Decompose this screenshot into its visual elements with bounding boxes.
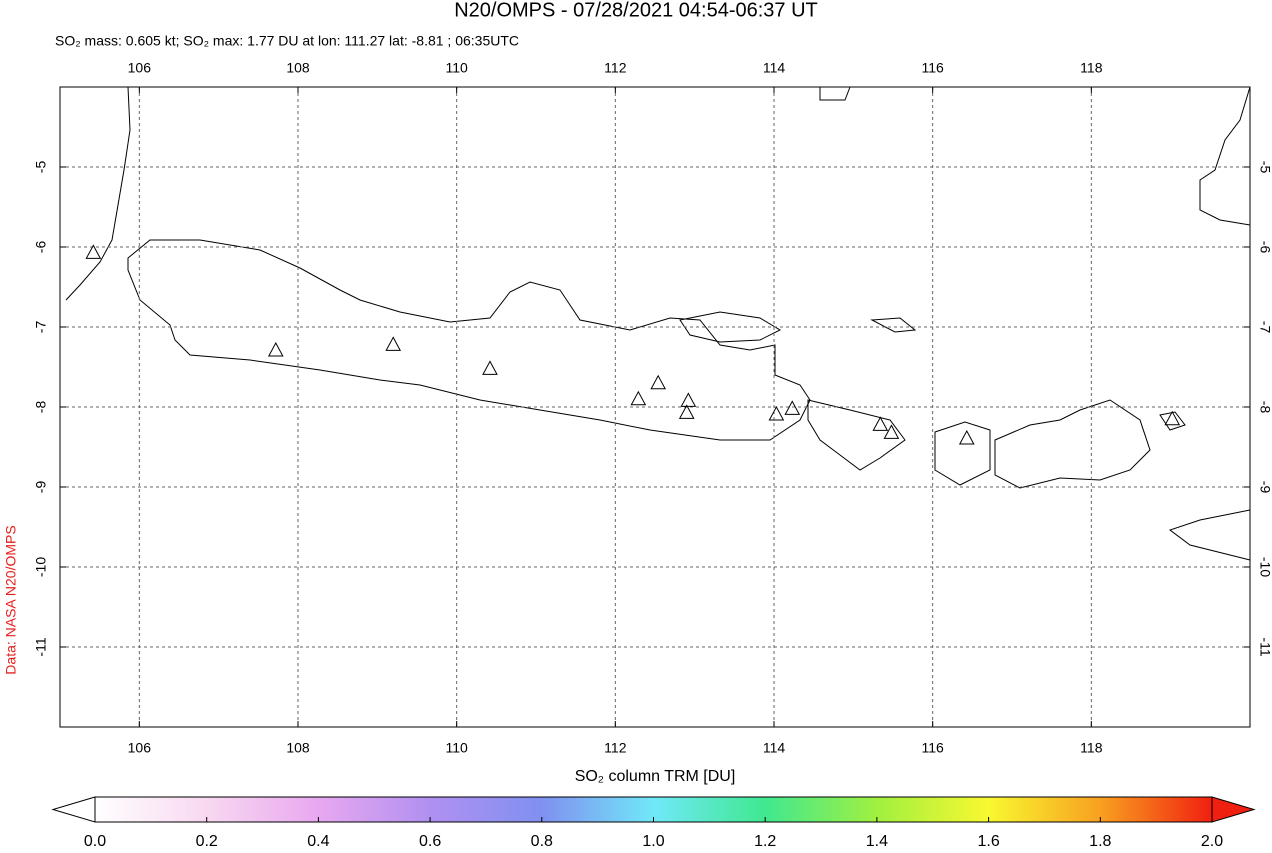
y-tick-label: -6 xyxy=(1257,241,1272,254)
x-tick-label: 108 xyxy=(286,740,310,756)
y-tick-label: -6 xyxy=(33,241,49,254)
colorbar-label: SO₂ column TRM [DU] xyxy=(575,768,736,785)
volcano xyxy=(85,244,102,259)
volcano xyxy=(385,336,402,351)
y-tick-label: -5 xyxy=(33,161,49,174)
colorbar-tick-label: 0.0 xyxy=(84,833,106,850)
y-tick-label: -8 xyxy=(33,401,49,414)
map-frame xyxy=(59,86,1251,728)
y-tick-label: -7 xyxy=(33,321,49,334)
volcano xyxy=(958,429,975,445)
volcano xyxy=(768,405,785,421)
credit: Data: NASA N20/OMPS xyxy=(3,525,19,674)
colorbar-tick-label: 0.8 xyxy=(531,833,553,850)
y-tick-label: -10 xyxy=(1257,557,1272,577)
colorbar-tick-label: 0.4 xyxy=(307,833,329,850)
volcano xyxy=(678,404,695,419)
colorbar-arrow-low xyxy=(51,796,96,823)
volcano xyxy=(482,360,498,375)
x-tick-label: 114 xyxy=(763,740,786,756)
x-tick-label: 110 xyxy=(446,740,469,756)
volcano xyxy=(883,424,900,439)
y-tick-label: -9 xyxy=(1257,481,1272,494)
title: N20/OMPS - 07/28/2021 04:54-06:37 UT xyxy=(454,0,818,21)
y-tick-label: -11 xyxy=(1257,637,1272,656)
colorbar-tick-label: 1.2 xyxy=(754,833,776,850)
volcano xyxy=(680,392,697,407)
colorbar-arrow-high xyxy=(1211,796,1256,823)
volcano xyxy=(267,341,284,357)
x-tick-label: 116 xyxy=(922,60,945,76)
x-tick-label: 114 xyxy=(763,60,786,76)
colorbar-tick-label: 2.0 xyxy=(1201,833,1223,850)
colorbar-tick-label: 1.6 xyxy=(977,833,999,850)
colorbar-tick-label: 1.0 xyxy=(642,833,664,850)
x-tick-label: 118 xyxy=(1080,740,1103,756)
y-tick-label: -8 xyxy=(1257,401,1272,414)
x-tick-label: 108 xyxy=(286,60,310,76)
y-tick-label: -10 xyxy=(33,557,49,577)
x-tick-label: 106 xyxy=(128,60,152,76)
x-tick-label: 118 xyxy=(1080,60,1103,76)
volcano xyxy=(1164,410,1181,426)
x-tick-label: 110 xyxy=(446,60,469,76)
coastlines xyxy=(65,86,1251,561)
volcano xyxy=(650,374,667,390)
colorbar-tick-label: 0.2 xyxy=(196,833,218,850)
x-tick-label: 116 xyxy=(922,740,945,756)
y-tick-label: -7 xyxy=(1257,321,1272,334)
y-tick-label: -5 xyxy=(1257,161,1272,174)
y-tick-label: -9 xyxy=(33,481,49,494)
volcano xyxy=(784,400,801,415)
subtitle: SO₂ mass: 0.605 kt; SO₂ max: 1.77 DU at … xyxy=(55,33,519,49)
x-tick-label: 106 xyxy=(128,740,152,756)
volcano xyxy=(630,390,647,406)
volcano xyxy=(872,416,889,431)
x-tick-label: 112 xyxy=(604,740,627,756)
colorbar-tick-label: 1.4 xyxy=(866,833,888,850)
x-tick-label: 112 xyxy=(604,60,627,76)
colorbar-tick-label: 0.6 xyxy=(419,833,441,850)
y-tick-label: -11 xyxy=(33,637,49,656)
colorbar-tick-label: 1.8 xyxy=(1089,833,1111,850)
